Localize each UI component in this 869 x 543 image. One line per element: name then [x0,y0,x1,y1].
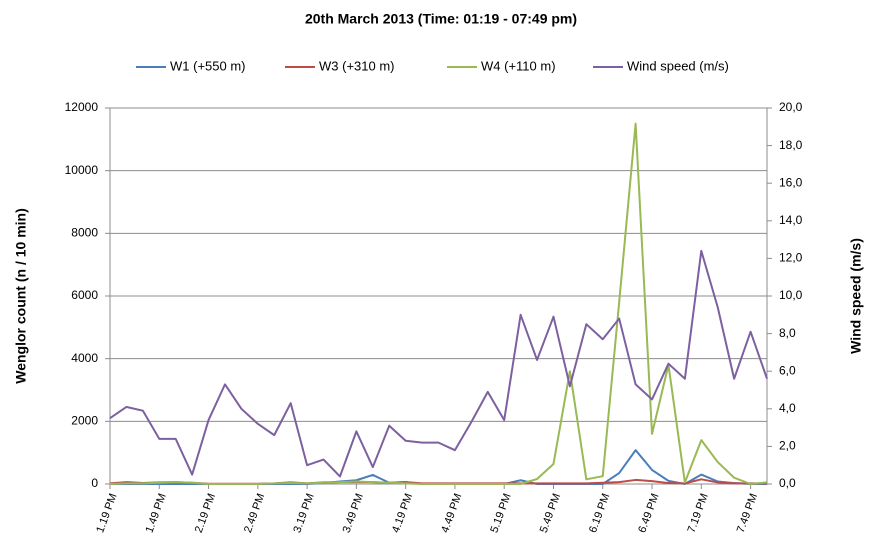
legend-label: W3 (+310 m) [319,58,395,73]
series-line [109,122,768,485]
series-line [109,249,768,478]
x-tick-label: 3.19 PM [291,492,316,535]
y2-tick-label: 4,0 [779,401,796,415]
x-tick-label: 6.49 PM [636,492,661,535]
y2-tick-label: 18,0 [779,138,803,152]
y2-tick-label: 2,0 [779,439,796,453]
chart-title: 20th March 2013 (Time: 01:19 - 07:49 pm) [305,11,577,27]
x-tick-label: 2.19 PM [193,492,218,535]
y2-tick-label: 8,0 [779,326,796,340]
y-tick-label: 10000 [65,163,99,177]
y-tick-label: 4000 [71,351,98,365]
x-tick-label: 3.49 PM [341,492,366,535]
y2-tick-label: 20,0 [779,100,803,114]
y-tick-label: 2000 [71,414,98,428]
x-tick-label: 5.19 PM [488,492,513,535]
legend-label: W1 (+550 m) [170,58,246,73]
y2-tick-label: 10,0 [779,288,803,302]
x-tick-label: 7.49 PM [735,492,760,535]
y-axis-title: Wenglor count (n / 10 min) [13,208,29,384]
x-tick-label: 5.49 PM [538,492,563,535]
y-tick-label: 6000 [71,288,98,302]
series-line [110,449,767,485]
y2-tick-label: 6,0 [779,363,796,377]
y-tick-label: 12000 [65,100,99,114]
x-tick-label: 6.19 PM [587,492,612,535]
x-tick-label: 1.19 PM [94,492,119,535]
y2-tick-label: 14,0 [779,213,803,227]
y2-axis-title: Wind speed (m/s) [848,238,864,354]
x-tick-label: 4.19 PM [390,492,415,535]
y-tick-label: 0 [91,476,98,490]
legend-label: W4 (+110 m) [481,58,556,73]
y2-tick-label: 12,0 [779,251,803,265]
x-tick-label: 2.49 PM [242,492,267,535]
y-tick-label: 8000 [71,226,98,240]
legend-label: Wind speed (m/s) [627,58,729,73]
x-tick-label: 7.19 PM [686,492,711,535]
x-tick-label: 4.49 PM [439,492,464,535]
y2-tick-label: 16,0 [779,175,803,189]
x-tick-label: 1.49 PM [144,492,169,535]
y2-tick-label: 0,0 [779,476,796,490]
